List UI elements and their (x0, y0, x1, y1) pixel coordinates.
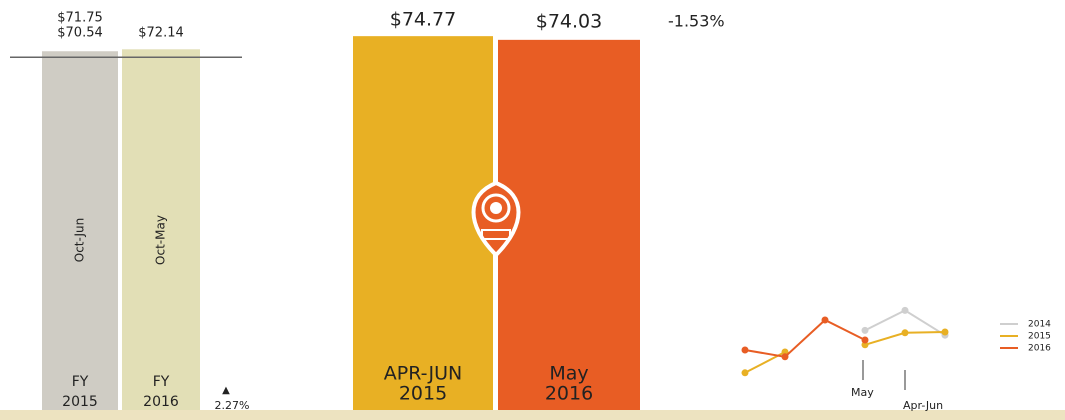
value-label: $74.03 (536, 11, 602, 33)
series-line (744, 318, 866, 358)
point (741, 369, 749, 377)
annotation-label: May (851, 386, 874, 399)
point (781, 353, 789, 361)
category-label: 2015 (62, 394, 98, 410)
series-line (744, 331, 946, 374)
bar (498, 39, 640, 410)
category-label: 2016 (143, 394, 179, 410)
bar (353, 36, 493, 411)
point (901, 306, 909, 314)
change-label: 2.27% (215, 399, 250, 412)
point (861, 336, 869, 344)
value-label: $72.14 (138, 26, 184, 41)
category-label: FY (153, 374, 170, 390)
legend-label: 2016 (1028, 344, 1051, 354)
annotation-label: Apr-Jun (903, 399, 943, 412)
reference-label: $70.54 (57, 26, 103, 41)
legend-label: 2014 (1028, 320, 1051, 330)
category-label: FY (72, 374, 89, 390)
value-label: $74.77 (390, 9, 456, 31)
bar (122, 49, 200, 411)
bar (42, 51, 118, 410)
point (861, 326, 869, 334)
value-label: $71.75 (57, 11, 103, 26)
period-label: Oct-May (154, 215, 168, 265)
category-label: May (549, 363, 588, 385)
point (821, 316, 829, 324)
bottom-band (0, 410, 1065, 420)
legend-label: 2015 (1028, 332, 1051, 342)
change-symbol: ▲ (222, 385, 230, 396)
point (901, 329, 909, 337)
point (861, 341, 869, 349)
category-label: APR-JUN (384, 363, 463, 385)
point (781, 348, 789, 356)
category-label: 2015 (399, 383, 447, 405)
change-label: -1.53% (668, 12, 725, 31)
point (741, 346, 749, 354)
category-label: 2016 (545, 383, 593, 405)
period-label: Oct-Jun (73, 218, 87, 263)
point (941, 328, 949, 336)
pin-icon (471, 180, 521, 290)
